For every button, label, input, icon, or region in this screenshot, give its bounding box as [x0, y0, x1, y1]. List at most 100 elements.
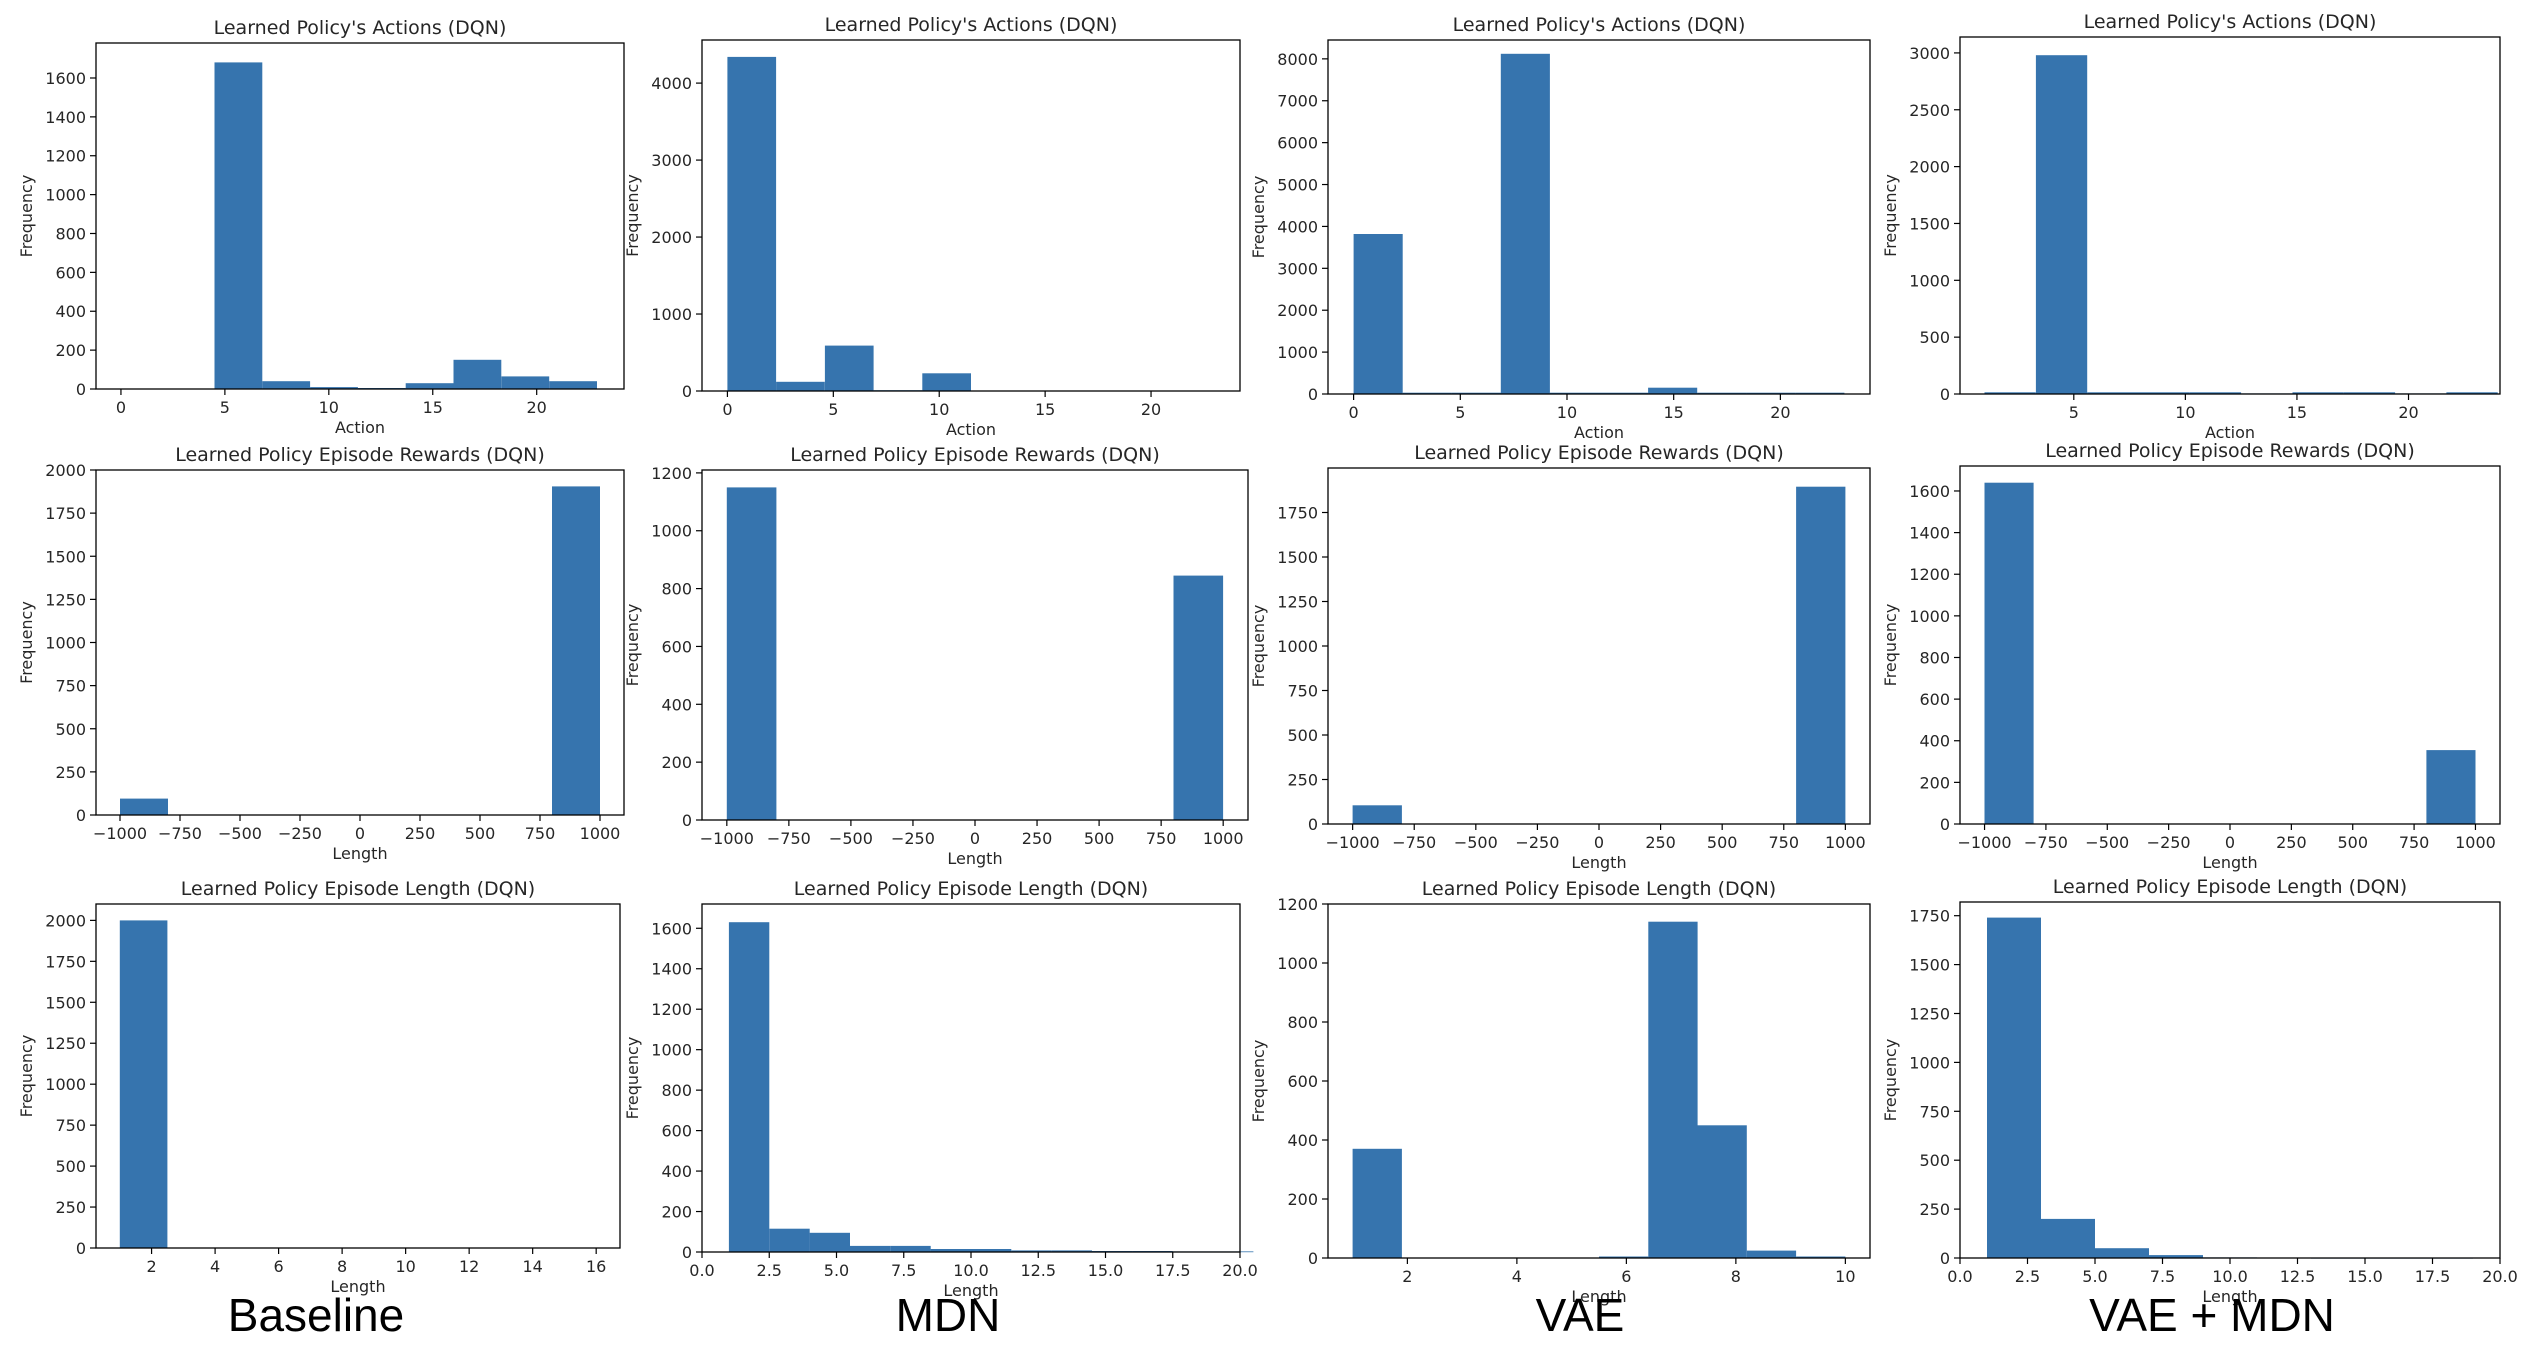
- chart-title: Learned Policy's Actions (DQN): [825, 14, 1118, 36]
- y-tick-label: 1750: [45, 952, 86, 971]
- histogram-bar: [1697, 1125, 1747, 1259]
- x-axis-label: Action: [2205, 423, 2255, 442]
- x-tick-label: 2.5: [757, 1261, 782, 1280]
- y-tick-label: 4000: [651, 74, 692, 93]
- y-tick-label: 1600: [45, 69, 86, 88]
- vae-learned-policy-episode-length-dqn-chart: 2 4 6 8 10 0 200 400 600 800 1000 1200 Learned Polic…: [1249, 878, 1871, 1306]
- x-tick-label: 4: [210, 1257, 220, 1276]
- y-tick-label: 250: [1919, 1200, 1950, 1219]
- x-tick-label: 15: [1035, 400, 1055, 419]
- histogram-bar: [809, 1232, 850, 1252]
- y-tick-label: 1750: [45, 504, 86, 523]
- x-tick-label: 12.5: [2280, 1267, 2316, 1286]
- y-tick-label: 2500: [1909, 101, 1950, 120]
- vae-learned-policy-episode-rewards-dqn-chart: −1000 −750 −500 −250 0 250 500 750 1000 0 250 500 75…: [1249, 442, 1871, 872]
- x-tick-label: 16: [586, 1257, 606, 1276]
- y-tick-label: 1000: [1909, 271, 1950, 290]
- x-tick-label: 5: [1455, 403, 1465, 422]
- y-tick-label: 600: [55, 263, 86, 282]
- x-tick-label: 15.0: [2347, 1267, 2383, 1286]
- x-tick-label: 2: [146, 1257, 156, 1276]
- x-axis-label: Length: [2202, 1287, 2257, 1306]
- y-tick-label: 3000: [1909, 44, 1950, 63]
- x-axis-label: Length: [943, 1281, 998, 1300]
- y-tick-label: 1000: [45, 186, 86, 205]
- y-tick-label: 0: [682, 1243, 692, 1262]
- histogram-bar: [1353, 234, 1403, 394]
- y-tick-label: 500: [1919, 1151, 1950, 1170]
- x-tick-label: 6: [1621, 1267, 1631, 1286]
- histogram-bar: [922, 373, 971, 391]
- plot-frame: [95, 469, 625, 816]
- y-tick-label: 200: [661, 1203, 692, 1222]
- x-tick-label: 8: [1731, 1267, 1741, 1286]
- histogram-bar: [2426, 750, 2476, 824]
- y-tick-label: 1250: [45, 590, 86, 609]
- chart-title: Learned Policy Episode Length (DQN): [181, 878, 535, 900]
- y-tick-label: 1200: [651, 464, 692, 483]
- y-tick-label: 1400: [651, 960, 692, 979]
- x-tick-label: 10: [929, 400, 949, 419]
- x-tick-label: 1000: [1825, 833, 1866, 852]
- x-tick-label: 1000: [580, 824, 621, 843]
- y-axis-label: Frequency: [1881, 174, 1900, 257]
- x-tick-label: 5.0: [824, 1261, 849, 1280]
- x-tick-label: 0: [1594, 833, 1604, 852]
- chart-title: Learned Policy Episode Length (DQN): [2053, 876, 2407, 898]
- x-tick-label: 2.5: [2015, 1267, 2040, 1286]
- y-tick-label: 400: [1287, 1131, 1318, 1150]
- x-tick-label: 2: [1402, 1267, 1412, 1286]
- histogram-bar: [2446, 392, 2498, 394]
- x-tick-label: −250: [278, 824, 322, 843]
- x-tick-label: −500: [1454, 833, 1498, 852]
- histogram-bar: [2343, 392, 2396, 394]
- y-tick-label: 0: [1940, 815, 1950, 834]
- y-tick-label: 200: [55, 341, 86, 360]
- y-axis-label: Frequency: [623, 174, 642, 257]
- chart-title: Learned Policy Episode Rewards (DQN): [2045, 440, 2415, 462]
- x-tick-label: −500: [829, 829, 873, 848]
- plot-frame: [95, 903, 621, 1249]
- x-tick-label: 17.5: [2415, 1267, 2451, 1286]
- x-tick-label: 10: [319, 398, 339, 417]
- column-label-baseline: Baseline: [227, 1289, 405, 1341]
- histogram-bar: [1173, 575, 1224, 820]
- x-tick-label: 250: [2276, 833, 2307, 852]
- x-tick-label: 7.5: [2150, 1267, 2175, 1286]
- y-tick-label: 200: [1287, 1190, 1318, 1209]
- histogram-bar: [552, 486, 600, 815]
- x-tick-label: 10: [395, 1257, 415, 1276]
- x-tick-label: −1000: [1326, 833, 1380, 852]
- chart-title: Learned Policy's Actions (DQN): [1453, 14, 1746, 36]
- histogram-bar: [2138, 392, 2190, 394]
- chart-title: Learned Policy Episode Length (DQN): [1422, 878, 1776, 900]
- y-tick-label: 1200: [45, 147, 86, 166]
- histogram-bar: [2041, 1218, 2095, 1258]
- x-tick-label: 20.0: [1222, 1261, 1258, 1280]
- y-tick-label: 500: [1287, 726, 1318, 745]
- histogram-bar: [890, 1245, 931, 1252]
- x-tick-label: −250: [891, 829, 935, 848]
- x-tick-label: 5: [828, 400, 838, 419]
- y-tick-label: 0: [1940, 1249, 1950, 1268]
- y-axis-label: Frequency: [623, 604, 642, 687]
- y-tick-label: 800: [55, 224, 86, 243]
- y-tick-label: 1400: [1909, 524, 1950, 543]
- x-tick-label: 14: [522, 1257, 542, 1276]
- x-tick-label: 10.0: [953, 1261, 989, 1280]
- x-tick-label: 750: [2399, 833, 2430, 852]
- y-tick-label: 0: [76, 806, 86, 825]
- column-label-vae-mdn: VAE + MDN: [2089, 1289, 2335, 1341]
- x-axis-label: Length: [1571, 1287, 1626, 1306]
- y-tick-label: 1200: [651, 1000, 692, 1019]
- x-tick-label: 8: [337, 1257, 347, 1276]
- histogram-bar: [726, 487, 777, 820]
- histogram-bar: [120, 798, 168, 815]
- y-tick-label: 0: [682, 811, 692, 830]
- x-tick-label: 10: [1557, 403, 1577, 422]
- x-tick-label: 10: [1835, 1267, 1855, 1286]
- x-tick-label: −250: [2147, 833, 2191, 852]
- x-tick-label: 12: [459, 1257, 479, 1276]
- x-tick-label: 750: [1768, 833, 1799, 852]
- y-tick-label: 0: [1308, 815, 1318, 834]
